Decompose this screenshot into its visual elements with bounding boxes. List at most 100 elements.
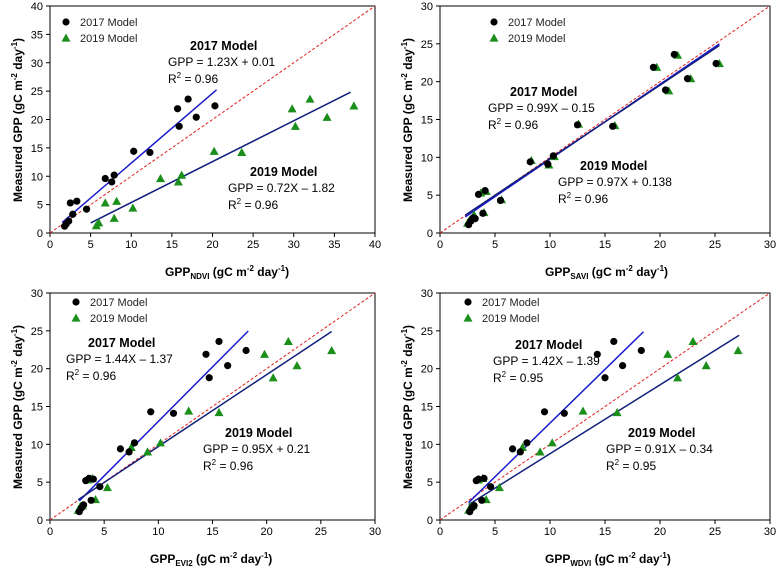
annotation-r2: R2 = 0.96 <box>66 368 116 383</box>
point-2017 <box>79 501 88 509</box>
x-tick-label: 5 <box>492 526 498 538</box>
point-2019 <box>156 438 165 447</box>
point-2017 <box>526 158 534 166</box>
y-axis-label: Measured GPP (gC m-2 day-1) <box>400 325 415 489</box>
point-2019 <box>612 408 622 417</box>
x-tick-label: 10 <box>152 526 164 538</box>
y-tick-label: 15 <box>421 115 433 127</box>
point-2019 <box>184 406 194 415</box>
point-2017 <box>487 483 495 491</box>
point-2017 <box>637 346 645 355</box>
point-2019 <box>494 482 504 492</box>
point-2017 <box>65 217 73 225</box>
legend-marker-2017 <box>490 18 498 26</box>
annotation-r2: R2 = 0.96 <box>228 197 278 212</box>
x-tick-label: 5 <box>101 526 107 538</box>
annotation-title: 2019 Model <box>225 426 292 440</box>
x-tick-label: 0 <box>47 526 53 538</box>
point-2017 <box>110 171 118 179</box>
point-2017 <box>649 63 658 71</box>
annotation-equation: GPP = 0.97X + 0.138 <box>558 175 672 189</box>
point-2017 <box>69 210 77 218</box>
y-tick-label: 30 <box>31 288 43 300</box>
annotation-2019: 2019 Model GPP = 0.97X + 0.138 R2 = 0.96 <box>558 159 672 206</box>
point-2019 <box>177 170 187 179</box>
y-tick-label: 40 <box>31 1 43 13</box>
y-tick-label: 5 <box>427 477 433 489</box>
legend: 2017 Model 2019 Model <box>489 17 566 45</box>
y-tick-label: 20 <box>31 364 43 376</box>
point-2017 <box>173 105 182 113</box>
point-2019 <box>327 346 337 355</box>
point-2019 <box>112 196 122 205</box>
point-2019 <box>109 213 119 222</box>
x-tick-label: 20 <box>206 239 218 251</box>
point-2017 <box>593 350 601 358</box>
x-tick-label: 20 <box>654 239 666 251</box>
point-2017 <box>96 483 104 491</box>
y-tick-label: 15 <box>31 402 43 414</box>
regression-line-2017 <box>61 89 218 224</box>
y-tick-label: 30 <box>421 1 433 13</box>
chart-panel-3: 0 5 10 15 20 25 30 0 5 10 15 20 25 30 2017 Model 2019 M… <box>10 288 381 568</box>
point-2019 <box>547 438 557 447</box>
point-2019 <box>237 147 247 157</box>
regression-line-2019 <box>464 44 720 216</box>
point-2017 <box>125 448 133 456</box>
one-to-one-line <box>439 292 771 521</box>
annotation-title: 2019 Model <box>250 165 317 179</box>
point-2019 <box>322 112 332 121</box>
regression-line-2019 <box>77 330 333 501</box>
y-tick-label: 20 <box>31 115 43 127</box>
point-2017 <box>184 95 192 103</box>
point-2019 <box>688 336 698 346</box>
point-2019 <box>173 177 183 186</box>
x-tick-label: 5 <box>88 239 94 251</box>
legend-label-2017: 2017 Model <box>80 17 138 29</box>
annotation-2017: 2017 Model GPP = 1.23X + 0.01 R2 = 0.96 <box>168 39 276 86</box>
y-axis-label: Measured GPP (gC m-2 day-1) <box>400 38 415 202</box>
annotation-r2: R2 = 0.96 <box>488 117 538 132</box>
point-2017 <box>610 337 618 346</box>
point-2017 <box>560 409 568 417</box>
point-2017 <box>66 199 74 207</box>
y-tick-label: 25 <box>421 326 433 338</box>
point-2019 <box>305 94 315 103</box>
point-2019 <box>143 447 152 456</box>
one-to-one-line <box>49 5 376 234</box>
y-tick-label: 10 <box>31 439 43 451</box>
annotation-title: 2017 Model <box>515 338 582 352</box>
legend-label-2019: 2019 Model <box>90 313 148 325</box>
point-2017 <box>481 187 489 195</box>
point-2017 <box>116 445 125 453</box>
x-tick-label: 20 <box>261 526 273 538</box>
x-tick-label: 15 <box>166 239 178 251</box>
legend-label-2019: 2019 Model <box>482 313 540 325</box>
point-2017 <box>202 350 210 358</box>
point-2017 <box>661 86 670 94</box>
legend-marker-2019 <box>61 33 71 42</box>
annotation-2019: 2019 Model GPP = 0.95X + 0.21 R2 = 0.96 <box>203 426 311 473</box>
annotation-r2: R2 = 0.96 <box>203 458 253 473</box>
point-2017 <box>130 147 138 155</box>
point-2019 <box>292 361 302 370</box>
annotation-equation: GPP = 1.23X + 0.01 <box>168 55 276 69</box>
point-2017 <box>523 439 531 447</box>
x-tick-label: 35 <box>328 239 340 251</box>
x-axis-label: GPPSAVI (gC m-2 day-1) <box>545 264 668 281</box>
legend: 2017 Model 2019 Model <box>463 297 540 325</box>
legend-label-2019: 2019 Model <box>508 33 566 45</box>
point-2017 <box>544 160 552 168</box>
annotation-title: 2017 Model <box>510 85 577 99</box>
y-tick-label: 0 <box>37 228 43 240</box>
x-tick-label: 5 <box>492 239 498 251</box>
x-tick-label: 15 <box>599 526 611 538</box>
point-2019 <box>156 174 165 183</box>
point-2017 <box>480 474 488 482</box>
annotation-title: 2017 Model <box>190 39 257 53</box>
point-2017 <box>670 50 678 59</box>
x-axis-label: GPPWDVI (gC m-2 day-1) <box>545 551 671 568</box>
legend: 2017 Model 2019 Model <box>61 17 138 45</box>
point-2017 <box>474 190 483 199</box>
